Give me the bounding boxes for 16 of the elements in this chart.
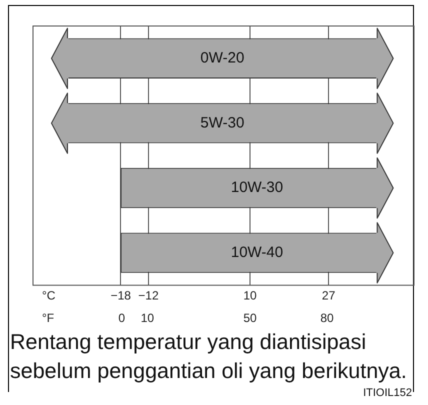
y-tick-label: 0W-20 [200,50,244,67]
x-axis-title: °C [42,288,56,303]
x-tick-label: 10 [243,288,258,303]
x-tick-label: 27 [322,288,336,303]
x2-tick-label: 80 [320,311,334,326]
y-tick-label: 5W-30 [200,114,244,132]
y-tick-label: 10W-30 [230,179,284,196]
x-tick-label: −18 [110,288,132,303]
x-tick-label: −12 [138,288,159,303]
y-tick-label: 10W-40 [230,244,284,261]
x2-axis-title: °F [42,310,54,325]
x2-tick-label: 10 [140,311,154,326]
text: ITIOIL152 [363,387,412,399]
x2-tick-label: 50 [243,311,258,326]
x2-tick-label: 0 [118,311,126,326]
text: Rentang temperatur yang diantisipasi sebelum penggantian oli yang berikutnya. [10,329,408,385]
